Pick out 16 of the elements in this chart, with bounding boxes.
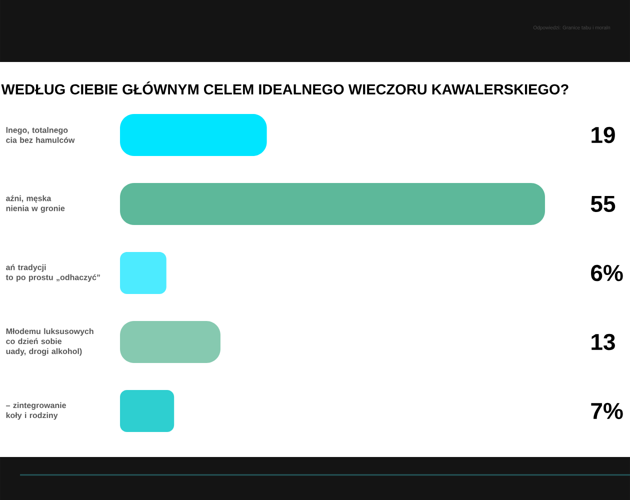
bar — [120, 320, 220, 363]
y-tick-label: aźni, męska nienia w gronie — [6, 195, 65, 213]
data-label: 13 — [592, 334, 615, 350]
data-label: 6% — [591, 264, 623, 282]
bar — [120, 114, 267, 156]
y-tick-label: – zintegrowanie koły i rodziny — [6, 402, 66, 420]
chart-title: WEDŁUG CIEBIE GŁÓWNYM CELEM IDEALNEGO WIECZORU KAWALERSKIEGO? — [1, 81, 568, 94]
bar — [120, 183, 545, 225]
bar — [120, 390, 174, 432]
data-label: 19 — [592, 126, 615, 144]
y-tick-label: ań tradycji to po prostu „odhaczyć” — [6, 264, 100, 282]
data-label: 55 — [590, 196, 616, 212]
bar — [120, 252, 166, 294]
y-tick-label: Młodemu luksusowych co dzień sobie uady, drogi alkohol) — [6, 328, 94, 356]
y-tick-label: lnego, totalnego cia bez hamulców — [6, 127, 75, 143]
data-label: 7% — [591, 402, 623, 420]
